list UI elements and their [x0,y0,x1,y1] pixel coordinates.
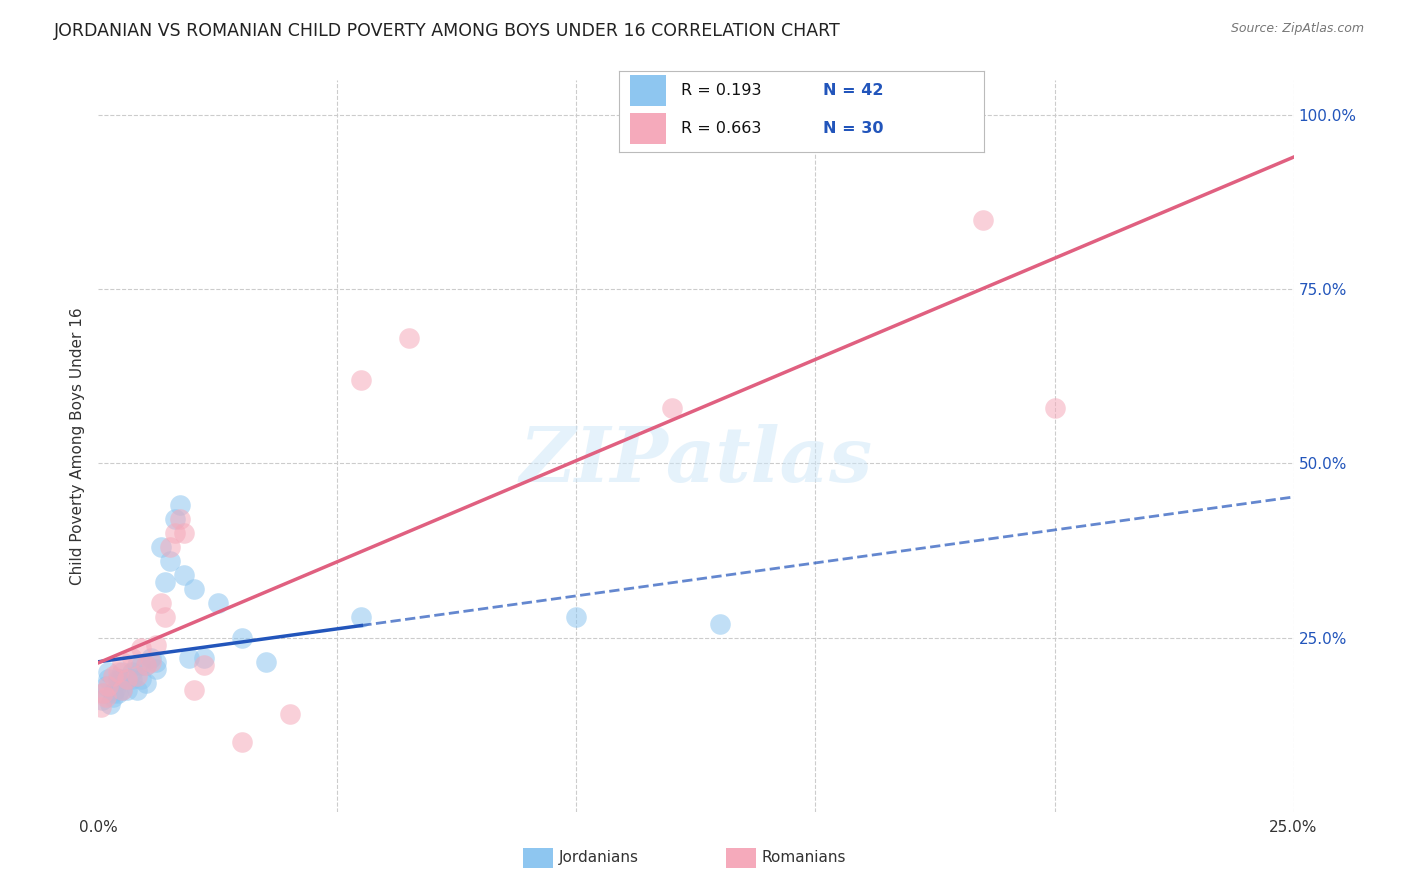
Point [1043,401,1066,415]
Point [111,655,134,669]
Point [91,686,114,700]
Point [121,665,143,680]
Text: N = 42: N = 42 [824,83,884,98]
Point [107,665,129,680]
Text: Jordanians: Jordanians [558,850,638,865]
Bar [630,113,666,144]
Point [98,697,122,711]
Point [97,673,120,687]
Point [231,735,253,749]
Point [231,631,253,645]
Point [139,655,162,669]
Point [115,682,138,697]
Point [278,707,301,722]
Text: Romanians: Romanians [762,850,846,865]
Point [97,665,120,680]
Point [125,658,148,673]
Text: N = 30: N = 30 [824,120,884,136]
Point [107,673,129,687]
Point [155,574,177,589]
Text: ZIPatlas: ZIPatlas [519,424,873,498]
Point [155,609,177,624]
Text: Source: ZipAtlas.com: Source: ZipAtlas.com [1230,22,1364,36]
Point [169,512,191,526]
Point [94,690,117,704]
Point [398,331,420,345]
Point [101,686,124,700]
Point [121,673,143,687]
Point [183,582,205,596]
Point [163,526,186,541]
Point [193,651,215,665]
Point [163,512,186,526]
Point [131,640,153,655]
Point [115,673,138,687]
Point [107,686,129,700]
Point [104,682,127,697]
Point [121,651,143,665]
Text: R = 0.193: R = 0.193 [681,83,761,98]
Point [135,676,157,690]
Point [149,540,172,554]
Point [350,609,373,624]
Text: R = 0.663: R = 0.663 [681,120,761,136]
Bar [523,847,553,868]
Point [179,651,201,665]
Point [173,567,195,582]
Point [101,690,124,704]
Point [111,682,134,697]
Point [115,673,138,687]
Bar [630,76,666,106]
Point [145,662,167,676]
Y-axis label: Child Poverty Among Boys Under 16: Child Poverty Among Boys Under 16 [69,307,84,585]
Point [207,596,229,610]
Text: JORDANIAN VS ROMANIAN CHILD POVERTY AMONG BOYS UNDER 16 CORRELATION CHART: JORDANIAN VS ROMANIAN CHILD POVERTY AMON… [53,22,841,40]
Point [135,658,157,673]
Point [565,609,588,624]
Point [135,658,157,673]
Point [139,651,162,665]
Point [159,540,181,554]
Point [91,693,114,707]
Point [173,526,195,541]
Point [108,673,131,687]
Point [254,655,277,669]
Point [972,212,994,227]
Point [661,401,683,415]
Point [159,554,181,568]
Point [145,638,167,652]
Point [90,700,112,714]
Point [131,673,153,687]
Point [145,655,167,669]
Point [111,665,134,680]
Point [111,682,134,697]
Point [193,658,215,673]
Point [350,373,373,387]
Point [709,616,731,631]
Point [131,658,153,673]
Point [97,679,120,693]
Bar [725,847,756,868]
Point [125,669,148,683]
Point [183,682,205,697]
Point [91,686,114,700]
Point [94,679,117,693]
Point [149,596,172,610]
Point [125,682,148,697]
Point [169,498,191,512]
Point [101,669,124,683]
